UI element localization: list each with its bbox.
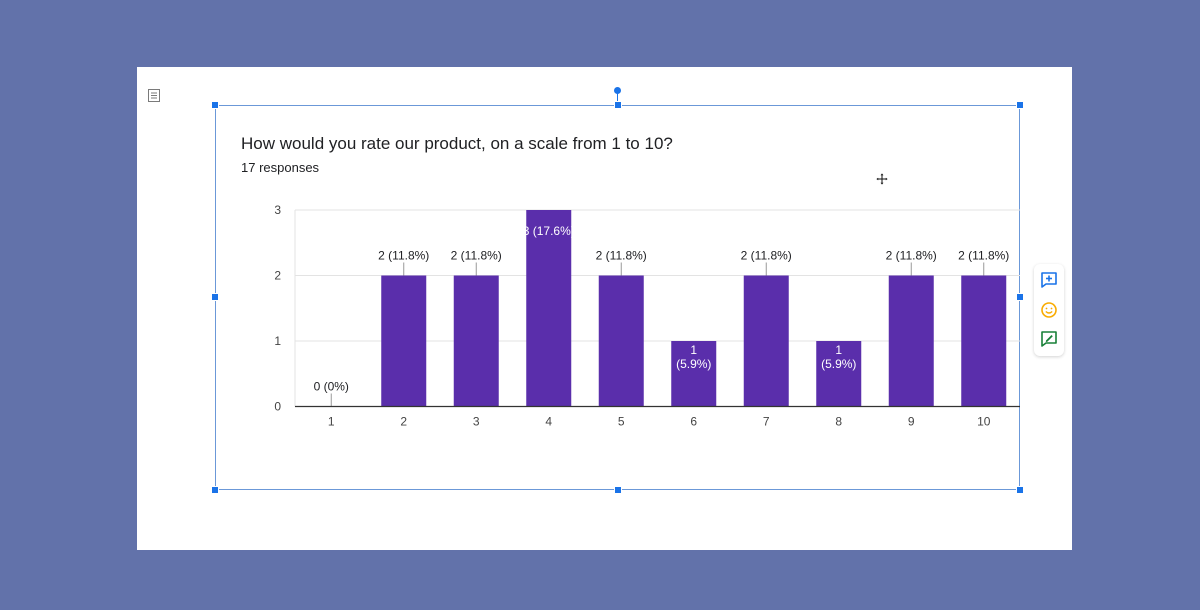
emoji-reaction-icon[interactable]: [1039, 300, 1059, 320]
resize-handle-bottom-center[interactable]: [614, 486, 622, 494]
y-tick-label: 3: [274, 203, 281, 217]
x-tick-label: 1: [328, 415, 335, 429]
rotate-handle-stem: [617, 93, 618, 105]
data-label: 2 (11.8%): [958, 249, 1009, 263]
resize-handle-bottom-left[interactable]: [211, 486, 219, 494]
data-label: 2 (11.8%): [741, 249, 792, 263]
data-label: 2 (11.8%): [451, 249, 502, 263]
resize-handle-top-left[interactable]: [211, 101, 219, 109]
bar: [816, 341, 862, 407]
data-label: 1 (5.9%): [821, 343, 856, 371]
bar: [381, 275, 427, 407]
x-tick-label: 2: [400, 415, 407, 429]
x-tick-label: 4: [545, 415, 552, 429]
data-label: 0 (0%): [314, 380, 349, 394]
resize-handle-top-right[interactable]: [1016, 101, 1024, 109]
bar: [453, 275, 499, 407]
resize-handle-middle-right[interactable]: [1016, 293, 1024, 301]
data-label: 2 (11.8%): [378, 249, 429, 263]
data-label: 2 (11.8%): [596, 249, 647, 263]
chart-subtitle: 17 responses: [241, 160, 320, 175]
data-label: 3 (17.6%): [523, 224, 575, 238]
y-tick-label: 0: [274, 400, 281, 414]
resize-handle-top-center[interactable]: [614, 101, 622, 109]
bar: [961, 275, 1007, 407]
bar: [888, 275, 934, 407]
move-cursor-icon: [876, 173, 888, 185]
side-toolbar: [1034, 264, 1064, 356]
x-tick-label: 10: [977, 415, 991, 429]
x-tick-label: 6: [690, 415, 697, 429]
bar: [671, 341, 717, 407]
x-tick-label: 8: [835, 415, 842, 429]
bar: [526, 210, 572, 407]
data-label: 2 (11.8%): [886, 249, 937, 263]
document-outline-icon[interactable]: [148, 89, 160, 102]
x-tick-label: 7: [763, 415, 770, 429]
x-tick-label: 5: [618, 415, 625, 429]
data-label: 1 (5.9%): [676, 343, 711, 371]
x-tick-label: 3: [473, 415, 480, 429]
resize-handle-middle-left[interactable]: [211, 293, 219, 301]
y-tick-label: 2: [274, 269, 281, 283]
bar: [598, 275, 644, 407]
chart-title: How would you rate our product, on a sca…: [241, 134, 673, 153]
y-tick-label: 1: [274, 334, 281, 348]
rotate-handle[interactable]: [614, 87, 621, 94]
x-tick-label: 9: [908, 415, 915, 429]
bar: [743, 275, 789, 407]
resize-handle-bottom-right[interactable]: [1016, 486, 1024, 494]
add-comment-icon[interactable]: [1039, 270, 1059, 290]
suggest-edit-icon[interactable]: [1039, 329, 1059, 349]
